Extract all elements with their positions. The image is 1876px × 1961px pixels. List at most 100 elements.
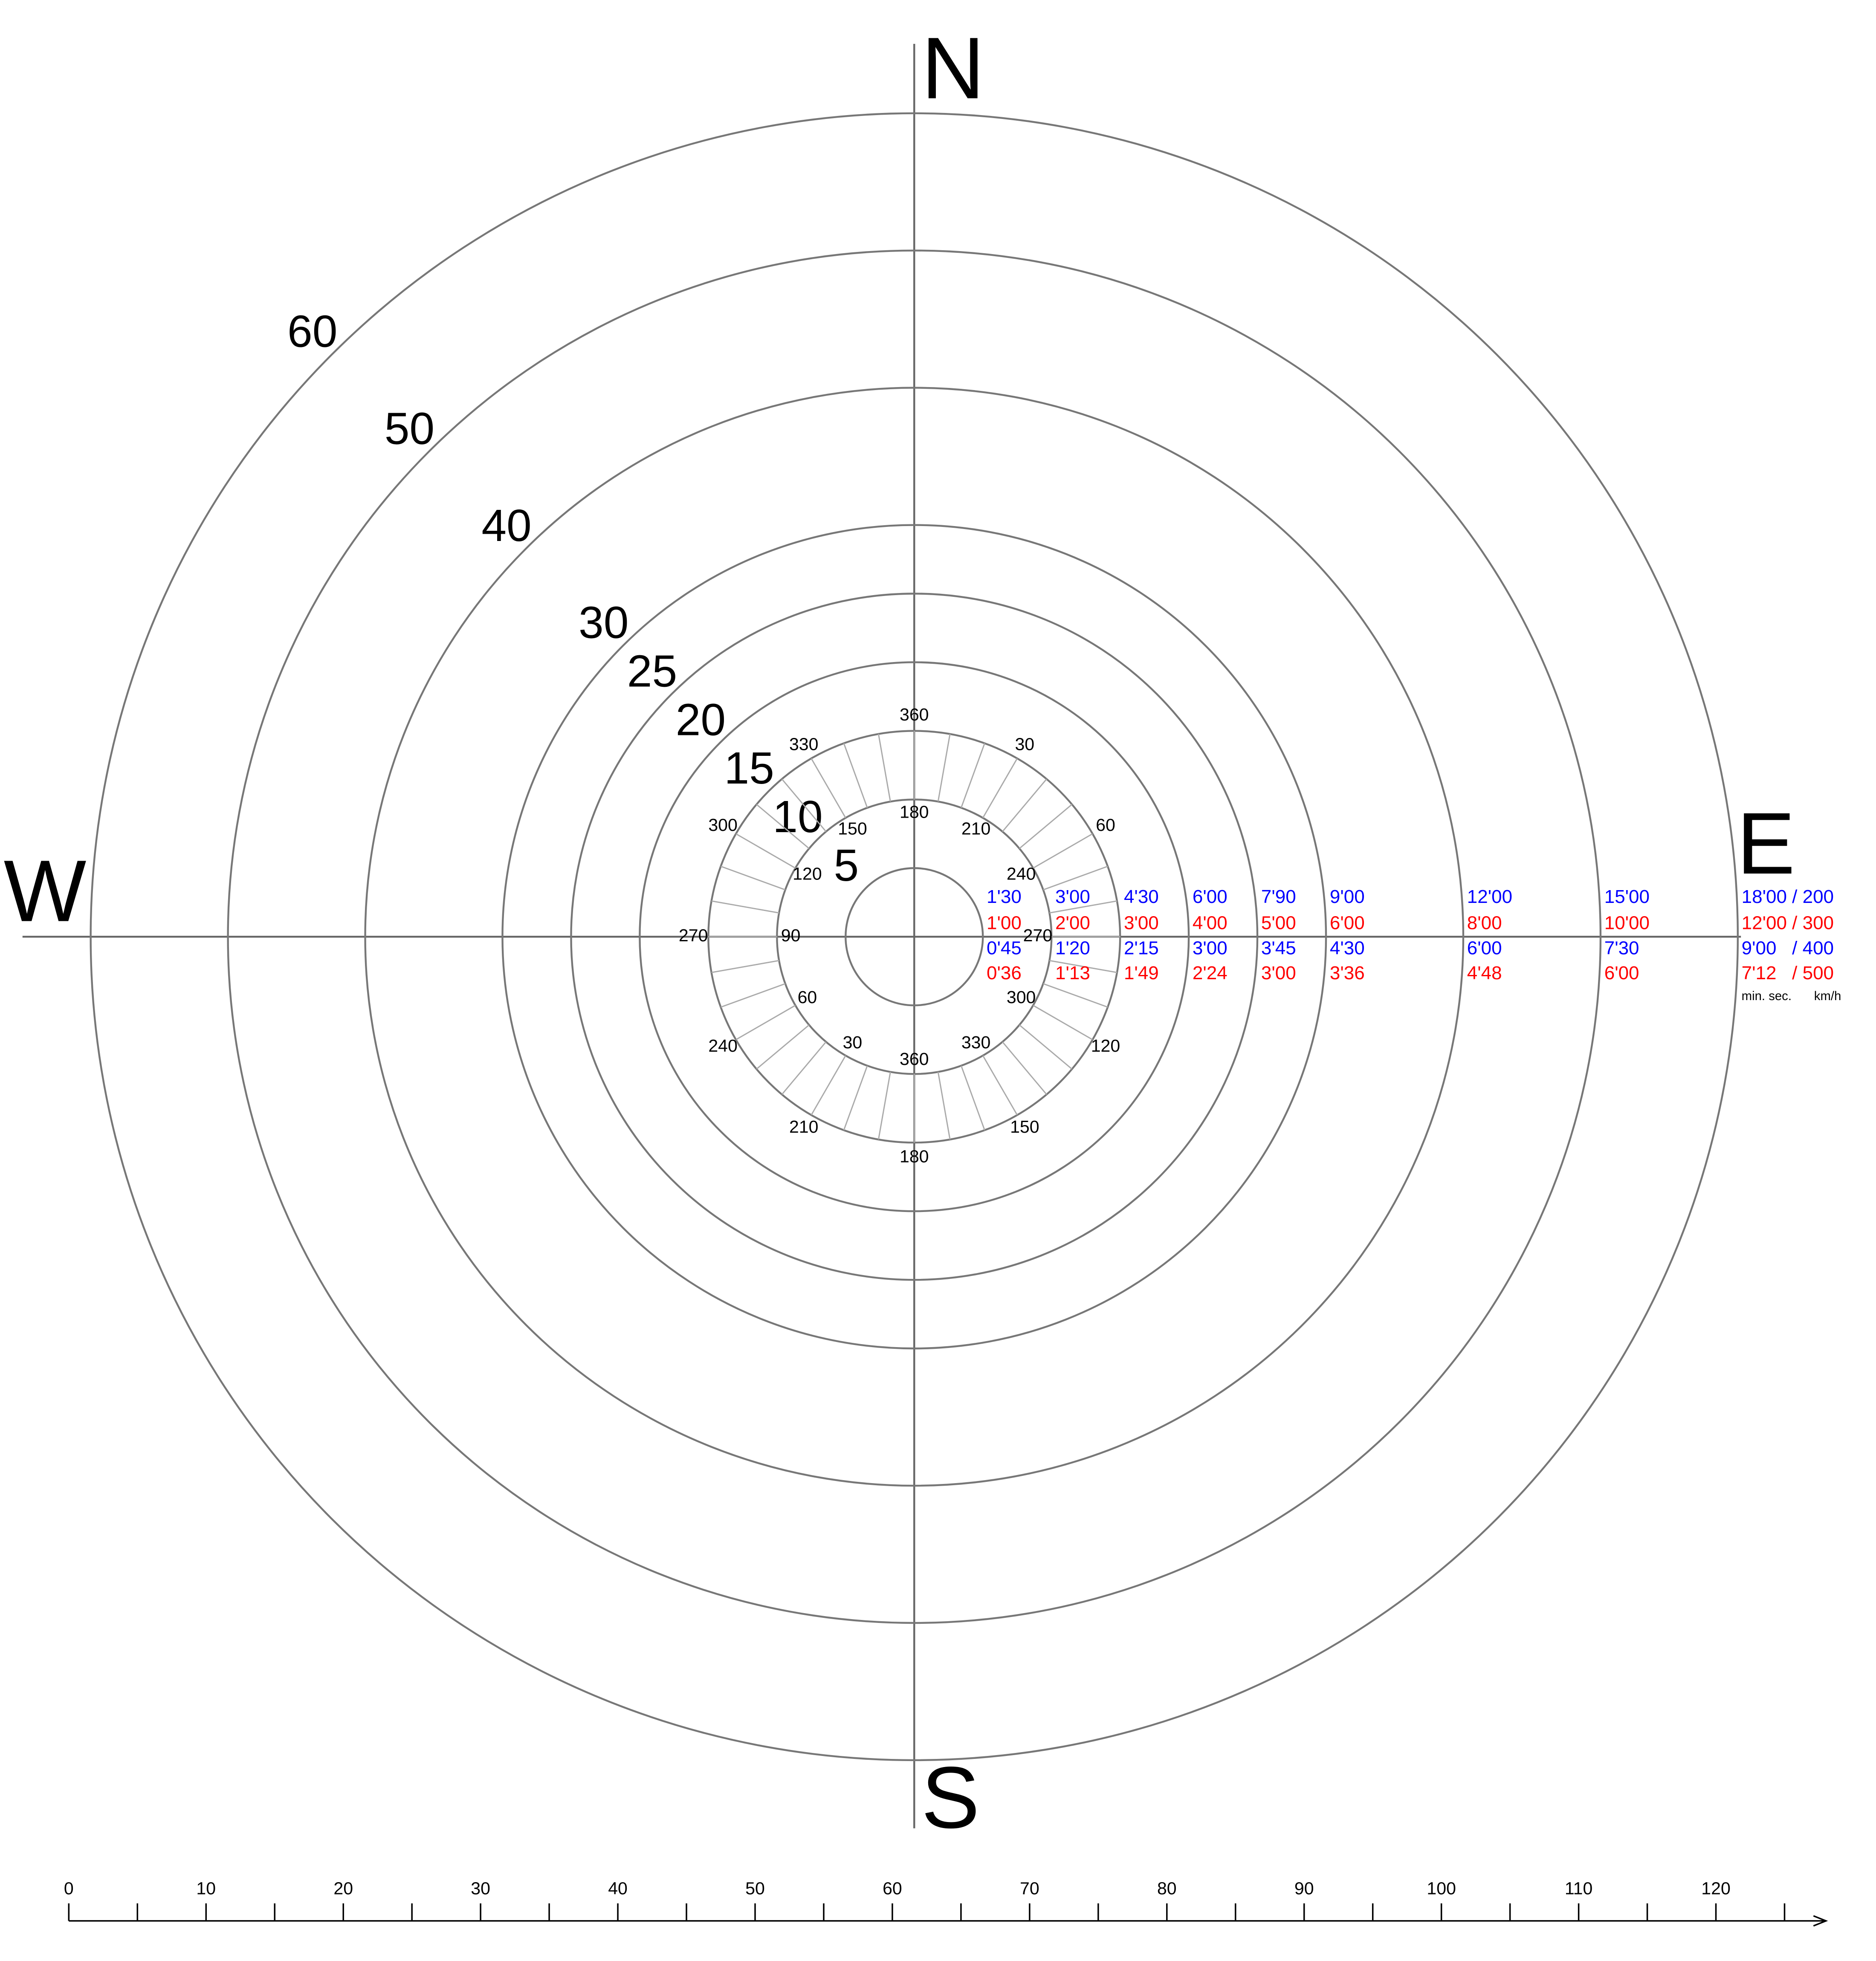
inner-bearing-label: 150 [838,819,867,838]
inner-bearing-label: 120 [793,864,822,883]
outer-bearing-label: 30 [1015,734,1034,754]
time-cell: 1'00 [987,913,1022,934]
bearing-tick [735,1005,796,1041]
scale-label: 10 [196,1878,216,1898]
bearing-tick [843,743,868,808]
bearing-tick [1033,833,1093,869]
time-cell: 2'15 [1124,937,1159,958]
time-cell: 7'30 [1604,937,1639,958]
time-cell: 6'00 [1604,963,1639,983]
bearing-tick [960,1065,985,1131]
scale-label: 50 [745,1878,765,1898]
outer-bearing-label: 210 [789,1117,819,1137]
time-cell: 2'00 [1055,913,1090,934]
bearing-tick [735,833,796,869]
inner-bearing-label: 60 [798,987,817,1007]
inner-bearing-label: 90 [781,926,801,945]
bearing-tick [1049,960,1117,973]
ring-label: 25 [627,646,677,696]
bearing-tick [1019,804,1073,849]
time-cell: 7'12 / 500 [1742,963,1834,983]
outer-bearing-label: 330 [789,734,819,754]
inner-bearing-label: 360 [900,1049,929,1069]
time-cell: 3'00 [1261,963,1296,983]
outer-bearing-label: 60 [1096,815,1115,835]
time-cell: 3'00 [1193,937,1228,958]
outer-bearing-label: 120 [1091,1036,1120,1056]
bearing-tick [960,743,985,808]
compass-w: W [4,842,87,940]
ring-label: 10 [773,792,822,842]
outer-bearing-label: 300 [708,815,738,835]
outer-bearing-label: 240 [708,1036,738,1056]
inner-bearing-label: 210 [961,819,991,838]
bearing-tick [982,758,1018,819]
bearing-tick [1002,1041,1047,1095]
time-cell: 6'00 [1330,913,1365,934]
bearing-tick [1043,865,1108,891]
range-ring [90,112,1739,1761]
inner-bearing-label: 270 [1023,926,1053,945]
time-cell: 12'00 / 300 [1742,913,1834,934]
range-ring [227,249,1602,1624]
time-unit: min. sec. [1742,989,1792,1003]
scale-label: 60 [883,1878,902,1898]
scale-label: 100 [1427,1878,1456,1898]
time-cell: 1'30 [987,886,1022,907]
range-ring [570,593,1259,1281]
outer-bearing-label: 270 [679,926,708,945]
time-cell: 10'00 [1604,913,1650,934]
range-ring [639,661,1190,1212]
bearing-tick [711,960,779,973]
time-cell: 9'00 [1330,886,1365,907]
bearing-tick [781,1041,827,1095]
bearing-tick [877,1072,891,1140]
bearing-tick [937,734,951,802]
inner-bearing-label: 180 [900,802,929,822]
inner-bearing-label: 240 [1007,864,1036,883]
compass-n: N [921,19,984,117]
time-cell: 15'00 [1604,886,1650,907]
scale-label: 110 [1565,1878,1592,1898]
time-cell: 4'00 [1193,913,1228,934]
time-cell: 5'00 [1261,913,1296,934]
time-cell: 3'00 [1124,913,1159,934]
inner-bearing-label: 30 [843,1033,863,1052]
scale-label: 80 [1157,1878,1177,1898]
bearing-tick [720,983,786,1008]
ring-label: 40 [481,500,531,551]
speed-unit: km/h [1814,989,1841,1003]
ring-label: 20 [676,694,726,745]
bearing-tick [1019,1024,1073,1070]
ring-label: 60 [287,307,337,357]
bearing-tick [781,778,827,832]
bearing-tick [843,1065,868,1131]
time-cell: 6'00 [1467,937,1502,958]
time-cell: 0'36 [987,963,1022,983]
scale-label: 0 [64,1878,74,1898]
ring-label: 15 [724,743,774,793]
ring-label: 30 [579,598,628,648]
time-cell: 4'30 [1330,937,1365,958]
time-cell: 6'00 [1193,886,1228,907]
scale-label: 20 [333,1878,353,1898]
ring-label: 5 [834,840,859,891]
range-ring [501,524,1327,1350]
bearing-tick [811,1055,846,1116]
inner-bearing-label: 300 [1007,987,1036,1007]
bearing-tick [1043,983,1108,1008]
time-cell: 3'00 [1055,886,1090,907]
time-cell: 8'00 [1467,913,1502,934]
outer-bearing-label: 180 [900,1146,929,1166]
bearing-tick [1033,1005,1093,1041]
time-cell: 12'00 [1467,886,1512,907]
bearing-tick [756,1024,810,1070]
bearing-tick [1002,778,1047,832]
scale-label: 70 [1020,1878,1039,1898]
compass-s: S [921,1748,980,1846]
time-cell: 1'20 [1055,937,1090,958]
bearing-tick [756,804,810,849]
scale-label: 30 [471,1878,490,1898]
bearing-tick [1049,900,1117,914]
scale-label: 40 [608,1878,628,1898]
